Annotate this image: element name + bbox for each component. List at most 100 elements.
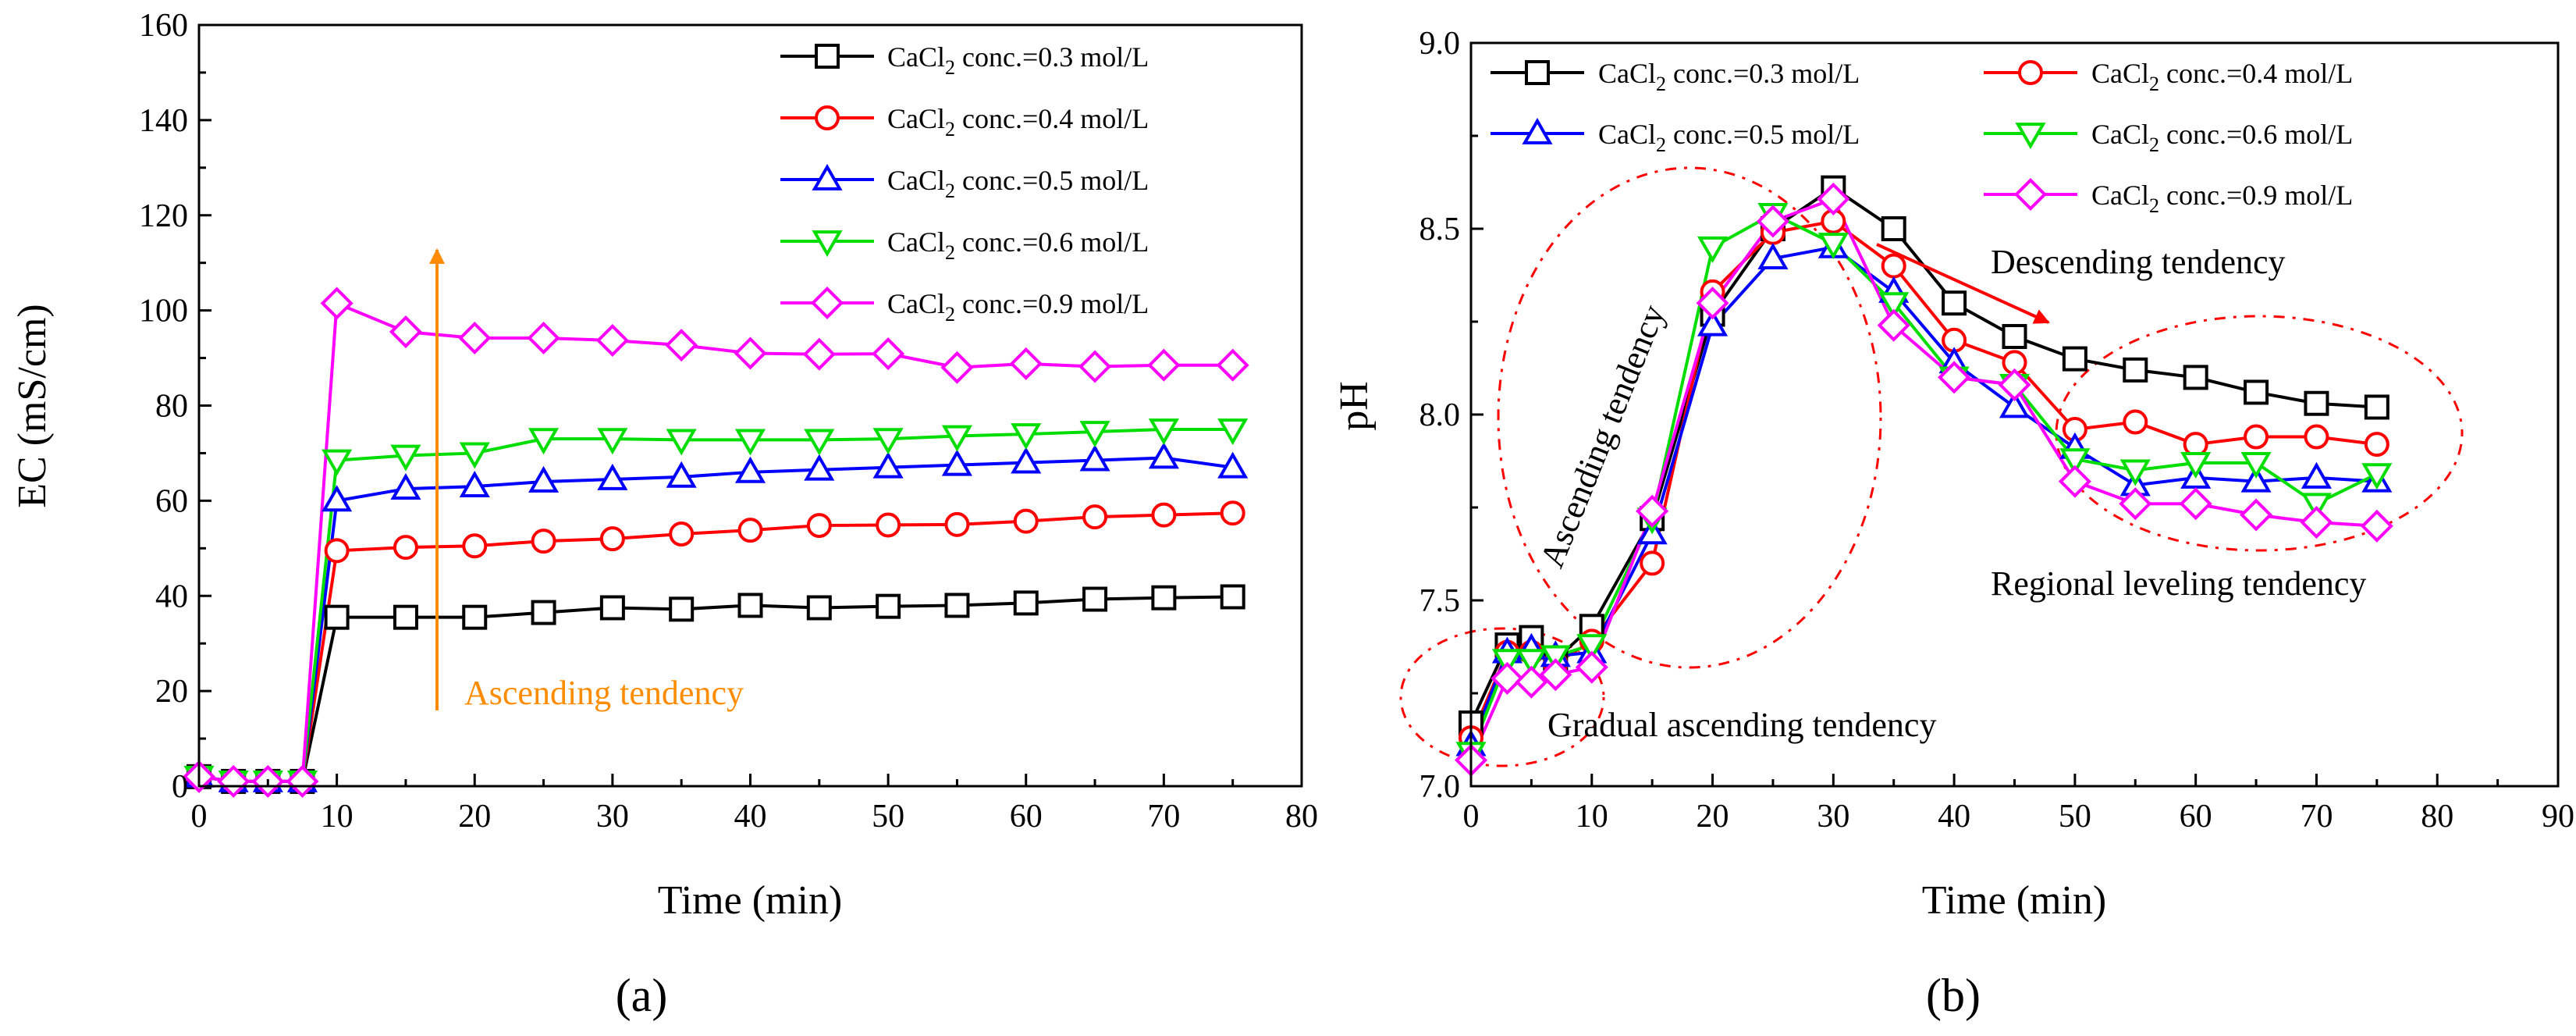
data-point-a-3-4: [322, 449, 353, 476]
x-tick-label-a-8: 80: [1285, 799, 1318, 835]
legend-label-b-0: CaCl2 conc.=0.3 mol/L: [1598, 58, 1860, 95]
data-point-a-2-14: [1011, 447, 1042, 474]
data-point-a-4-17: [1216, 348, 1249, 382]
x-tick-label-b-9: 90: [2542, 799, 2574, 835]
x-tick-label-b-1: 10: [1576, 799, 1608, 835]
annotation-arrow-b: [1876, 243, 2050, 324]
legend-label-b-2: CaCl2 conc.=0.5 mol/L: [1598, 119, 1860, 156]
legend-item-a-2: CaCl2 conc.=0.5 mol/L: [780, 163, 1149, 202]
data-point-b-0-15: [2244, 379, 2269, 405]
data-point-a-4-16: [1147, 348, 1181, 382]
data-point-a-3-5: [390, 444, 421, 472]
data-point-a-3-7: [528, 428, 560, 455]
x-tick-label-a-2: 20: [458, 799, 491, 835]
data-point-b-0-9: [1881, 216, 1906, 241]
data-point-a-2-11: [804, 454, 835, 481]
data-point-b-3-13: [2119, 459, 2151, 486]
y-tick-label-b-4: 9.0: [1419, 26, 1461, 62]
y-tick-label-a-5: 100: [139, 294, 188, 329]
data-point-b-0-13: [2123, 357, 2148, 383]
legend-marker-b-0: [1525, 60, 1550, 85]
x-tick-label-a-7: 70: [1147, 799, 1180, 835]
data-point-b-3-4: [1576, 634, 1608, 661]
series-line-a-3: [198, 427, 1233, 783]
data-point-a-0-5: [393, 604, 418, 630]
data-point-b-4-1: [1491, 661, 1524, 695]
data-point-b-4-13: [2119, 487, 2152, 521]
data-point-a-1-6: [462, 533, 488, 559]
data-point-a-0-15: [1082, 586, 1108, 612]
legend-item-a-0: CaCl2 conc.=0.3 mol/L: [780, 41, 1149, 79]
y-axis-title-a: EC (mS/cm): [10, 304, 55, 507]
legend-item-b-0: CaCl2 conc.=0.3 mol/L: [1491, 58, 1860, 95]
region-ellipse-gradual: [1399, 627, 1605, 767]
data-point-b-3-8: [1817, 233, 1849, 260]
legend-label-a-3: CaCl2 conc.=0.6 mol/L: [887, 226, 1149, 264]
legend-marker-b-1: [2018, 60, 2043, 85]
data-point-b-3-17: [2361, 463, 2393, 490]
data-point-b-2-16: [2301, 461, 2333, 489]
data-point-a-4-10: [734, 336, 767, 370]
legend-marker-a-2: [812, 163, 843, 190]
data-point-b-0-14: [2183, 365, 2208, 390]
data-point-b-0-12: [2062, 346, 2087, 372]
data-point-a-1-7: [531, 529, 556, 554]
data-point-a-0-17: [1220, 584, 1245, 610]
data-point-b-1-9: [1881, 253, 1906, 279]
data-point-a-2-10: [734, 456, 766, 483]
chart-panel-b: 0 10 20 30 40 50 60 70 80 90 7.0 7.5 8.0 8.5 9.0 Time …: [1332, 26, 2574, 923]
data-point-b-4-11: [1998, 368, 2031, 401]
data-point-a-3-13: [941, 425, 972, 452]
x-tick-label-a-1: 10: [321, 799, 354, 835]
data-point-b-3-12: [2059, 448, 2091, 475]
data-point-b-4-10: [1938, 361, 1971, 394]
data-point-a-1-17: [1220, 500, 1245, 526]
y-axis-title-b: pH: [1332, 381, 1377, 431]
data-point-b-2-15: [2240, 465, 2272, 493]
data-point-a-1-11: [806, 513, 832, 539]
data-point-a-2-9: [666, 461, 697, 488]
legend-label-b-3: CaCl2 conc.=0.6 mol/L: [2091, 119, 2353, 156]
legend-label-a-1: CaCl2 conc.=0.4 mol/L: [887, 103, 1149, 141]
data-point-b-1-16: [2304, 424, 2329, 450]
legend-label-a-4: CaCl2 conc.=0.9 mol/L: [887, 288, 1149, 326]
data-point-b-4-3: [1539, 658, 1572, 692]
data-point-b-4-8: [1817, 182, 1850, 215]
y-tick-label-b-0: 7.0: [1419, 769, 1461, 805]
series-line-a-1: [198, 511, 1233, 783]
x-tick-label-b-7: 70: [2300, 799, 2333, 835]
legend-marker-a-1: [815, 105, 840, 130]
data-point-b-3-1: [1491, 649, 1523, 676]
region-ellipse-ascending: [1497, 166, 1882, 669]
annotation-gradual-b: Gradual ascending tendency: [1547, 706, 1936, 744]
data-point-a-0-11: [806, 595, 832, 621]
data-point-a-4-1: [217, 764, 250, 798]
series-layer-b: [1454, 175, 2393, 777]
data-point-a-1-15: [1082, 504, 1108, 530]
data-point-b-4-2: [1515, 665, 1548, 699]
data-point-a-4-4: [320, 287, 354, 320]
data-point-b-0-16: [2304, 390, 2329, 416]
y-tick-label-a-3: 60: [155, 483, 188, 519]
data-point-a-2-6: [459, 470, 490, 497]
y-tick-label-b-1: 7.5: [1419, 583, 1461, 619]
x-tick-label-b-5: 50: [2059, 799, 2091, 835]
legend-label-a-2: CaCl2 conc.=0.5 mol/L: [887, 165, 1149, 202]
legend-item-b-3: CaCl2 conc.=0.6 mol/L: [1984, 119, 2353, 156]
data-point-a-1-14: [1013, 508, 1039, 534]
data-point-a-4-14: [1009, 347, 1043, 380]
data-point-b-4-12: [2058, 465, 2091, 498]
data-point-b-2-11: [1999, 391, 2031, 418]
x-tick-label-a-0: 0: [191, 799, 208, 835]
data-point-a-2-12: [872, 451, 904, 479]
data-point-a-3-11: [804, 429, 835, 456]
legend-marker-a-4: [810, 286, 844, 320]
data-point-a-0-14: [1013, 590, 1039, 616]
data-point-a-2-13: [941, 449, 972, 476]
data-point-b-3-9: [1878, 292, 1910, 319]
annotation-leveling-b: Regional leveling tendency: [1991, 564, 2366, 603]
x-tick-label-a-5: 50: [872, 799, 904, 835]
legend-marker-b-4: [2013, 177, 2048, 212]
data-point-a-3-9: [666, 429, 697, 456]
